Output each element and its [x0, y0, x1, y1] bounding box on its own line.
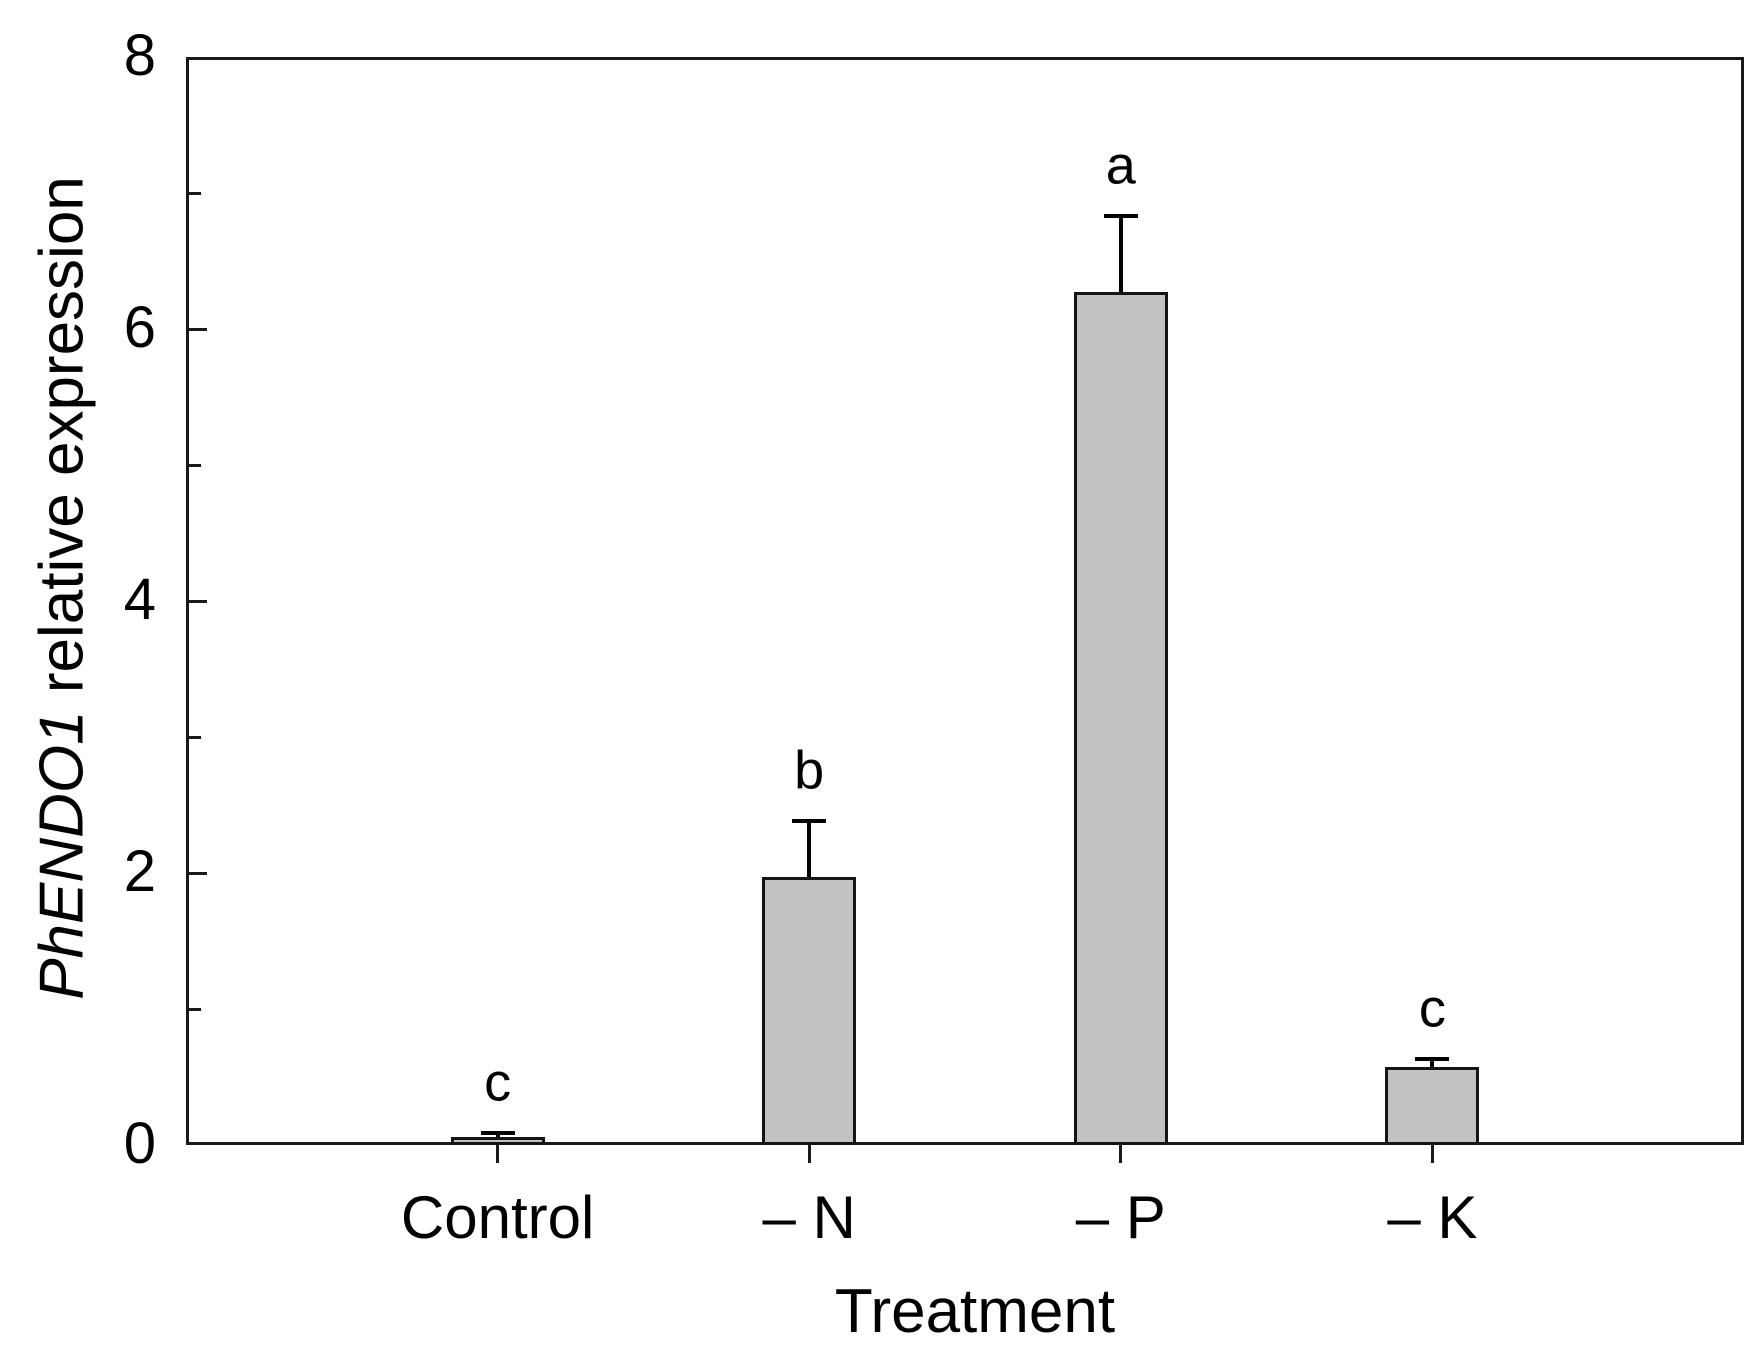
y-tick-label: 4 [123, 567, 156, 633]
significance-letter: b [794, 740, 825, 801]
x-category-label: – K [1387, 1184, 1478, 1251]
bar-4 [1385, 1067, 1480, 1145]
y-tick-label: 2 [123, 839, 156, 905]
y-tick-label: 8 [123, 23, 156, 89]
x-category-label: Control [400, 1184, 595, 1251]
error-bar-cap [480, 1130, 515, 1135]
y-minor-tick [189, 735, 201, 739]
significance-letter: c [1418, 978, 1446, 1039]
error-bar-cap [792, 819, 827, 824]
bar-1 [450, 1136, 545, 1145]
error-bar-stem [1118, 216, 1123, 299]
y-minor-tick [189, 191, 201, 195]
error-bar-stem [1430, 1059, 1435, 1074]
y-minor-tick [189, 463, 201, 467]
y-tick-label: 0 [123, 1111, 156, 1177]
y-major-tick [189, 327, 207, 331]
y-tick-label: 6 [123, 295, 156, 361]
bar-2 [762, 877, 857, 1145]
y-major-tick [189, 871, 207, 875]
x-category-tick [496, 1145, 500, 1163]
plot-frame [186, 57, 1744, 1145]
x-category-tick [807, 1145, 811, 1163]
error-bar-stem [807, 821, 812, 884]
x-category-label: – N [762, 1184, 856, 1251]
y-major-tick [189, 599, 207, 603]
x-category-label: – P [1075, 1184, 1166, 1251]
error-bar-cap [1415, 1057, 1450, 1062]
x-category-tick [1430, 1145, 1434, 1163]
bar-3 [1073, 292, 1168, 1145]
x-axis-title: Treatment [834, 1277, 1116, 1346]
error-bar-cap [1103, 214, 1138, 219]
y-minor-tick [189, 1007, 201, 1011]
significance-letter: a [1105, 135, 1136, 196]
significance-letter: c [484, 1052, 512, 1113]
x-category-tick [1119, 1145, 1123, 1163]
